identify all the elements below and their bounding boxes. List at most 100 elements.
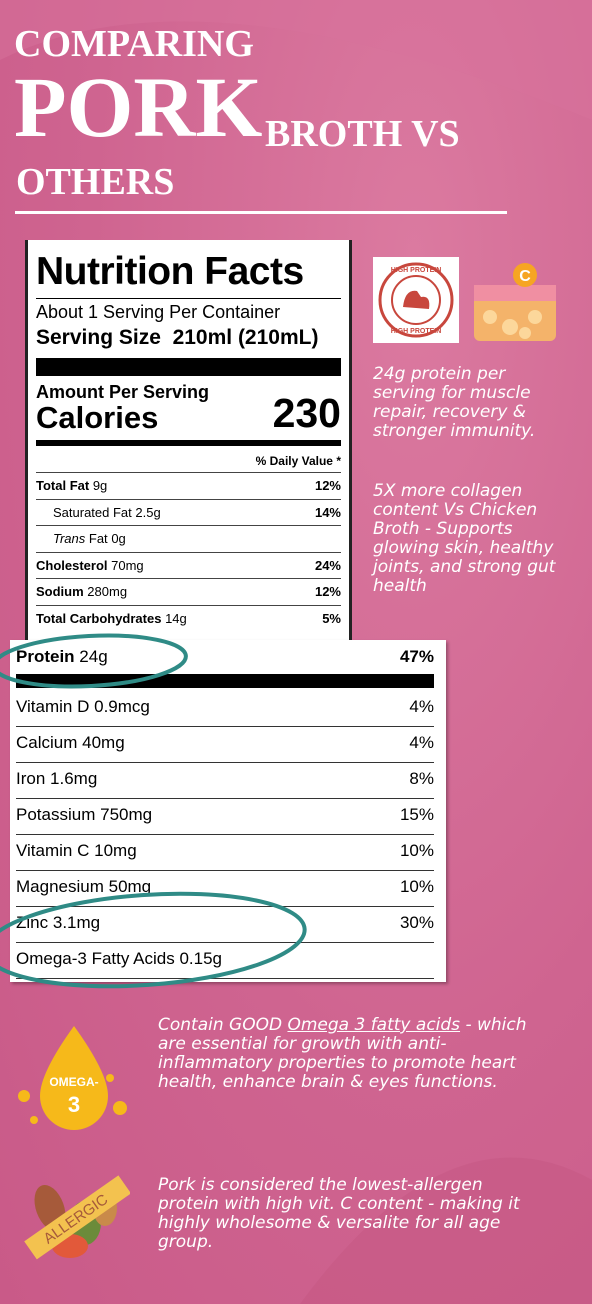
row-name: Calcium (16, 733, 78, 752)
zoom-row: Protein 24g 47% (16, 640, 434, 676)
title-line: BROTH VS (265, 113, 460, 155)
zoom-row: Potassium 750mg 15% (16, 798, 434, 835)
zoom-row: Vitamin D 0.9mcg 4% (16, 690, 434, 727)
row-name: Magnesium (16, 877, 104, 896)
row-dv: 14% (314, 504, 341, 520)
row-name: Cholesterol (36, 557, 108, 573)
nutrition-label: Nutrition Facts About 1 Serving Per Cont… (25, 240, 352, 642)
omega-icon: OMEGA- 3 (18, 1026, 127, 1130)
row-name-wrap: Total Carbohydrates 14g (36, 611, 187, 626)
row-dv: 24% (314, 557, 341, 573)
daily-value-header: % Daily Value * (255, 454, 341, 468)
row-name-italic: Trans (53, 531, 86, 546)
note-text: - which are essential for growth with an… (158, 1015, 527, 1092)
label-title: Nutrition Facts (36, 250, 304, 293)
row-dv: 8% (409, 769, 434, 788)
row-dv: 30% (399, 913, 434, 932)
row-amount: 70mg (111, 557, 144, 573)
title-line: COMPARING (14, 23, 254, 65)
omega-text: 3 (68, 1092, 80, 1117)
label-row: Total Carbohydrates 14g 5% (36, 604, 341, 632)
calories-value: 230 (272, 390, 341, 436)
zoom-row: Magnesium 50mg 10% (16, 870, 434, 907)
row-amount: 50mg (108, 877, 152, 896)
row-amount: 0.9mcg (94, 697, 150, 716)
zoom-row: Omega-3 Fatty Acids 0.15g (16, 942, 434, 979)
row-name: Iron (16, 769, 46, 788)
row-amount: 10mg (94, 841, 137, 860)
row-name: Protein (16, 647, 75, 666)
row-name: Omega-3 Fatty Acids (16, 949, 175, 968)
row-dv: 15% (399, 805, 434, 824)
serving-size-label: Serving Size (36, 326, 161, 349)
zoom-row: Zinc 3.1mg 30% (16, 906, 434, 943)
thick-rule (36, 358, 341, 376)
row-dv: 12% (314, 584, 341, 599)
omega-text: OMEGA- (49, 1075, 98, 1089)
row-amount: 280mg (87, 584, 128, 599)
row-name-wrap: Total Fat 9g (36, 478, 107, 493)
collagen-icon: C (474, 263, 556, 341)
row-amount: 14g (165, 610, 187, 626)
row-name: Potassium (16, 805, 96, 824)
serving-size: Serving Size 210ml (210mL) (36, 326, 318, 350)
title-big: PORK (14, 59, 263, 155)
row-amount: 24g (79, 647, 108, 666)
zoomed-table: Protein 24g 47% Vitamin D 0.9mcg 4% Calcium … (10, 640, 446, 982)
row-name-wrap: Sodium 280mg (36, 584, 127, 599)
note-text: Contain GOOD (158, 1015, 288, 1035)
row-name: Total Fat (36, 478, 90, 493)
servings: About 1 Serving Per Container (36, 302, 281, 322)
label-row: Trans Fat 0g (36, 525, 341, 552)
label-row: Total Fat 9g 12% (36, 472, 341, 499)
label-row: Cholesterol 70mg 24% (36, 551, 341, 579)
row-amount: 0g (111, 531, 126, 546)
zoom-row: Calcium 40mg 4% (16, 726, 434, 763)
row-amount: 3.1mg (52, 913, 101, 932)
row-dv: 10% (399, 877, 434, 896)
row-dv: 12% (314, 478, 341, 493)
row-name: Vitamin C (16, 841, 90, 860)
calories-label: Calories (36, 400, 159, 435)
note-omega: Contain GOOD Omega 3 fatty acids - which… (158, 1016, 538, 1092)
label-row: Sodium 280mg 12% (36, 578, 341, 605)
row-name: Saturated Fat (53, 504, 132, 520)
note-link: Omega 3 fatty acids (287, 1015, 461, 1035)
row-amount: 1.6mg (50, 769, 98, 788)
divider (15, 211, 507, 214)
medium-rule (36, 440, 341, 446)
row-name-wrap: Trans Fat 0g (36, 531, 126, 546)
zoom-row: Iron 1.6mg 8% (16, 762, 434, 799)
rule (36, 298, 341, 299)
title-line: OTHERS (16, 161, 175, 203)
zoom-row: Vitamin C 10mg 10% (16, 834, 434, 871)
badge-text: HIGH PROTEIN (391, 328, 442, 335)
row-amount: 9g (92, 478, 108, 493)
row-dv: 4% (409, 733, 434, 752)
row-amount: 0.15g (179, 949, 223, 968)
note-allergen: Pork is considered the lowest-allergen p… (158, 1175, 520, 1252)
row-dv: 47% (399, 647, 434, 666)
row-name: Vitamin D (16, 697, 90, 716)
row-dv: 10% (399, 841, 434, 860)
row-amount: 2.5g (135, 504, 161, 520)
badge-text: HIGH PROTEIN (391, 267, 442, 274)
row-name-wrap: Saturated Fat 2.5g (36, 505, 161, 520)
row-dv: 4% (409, 697, 434, 716)
note-collagen: 5X more collagen content Vs Chicken Brot… (373, 481, 556, 596)
row-name: Total Carbohydrates (36, 610, 162, 626)
highlight-ellipse (0, 633, 188, 689)
row-dv: 5% (322, 610, 341, 626)
amount-per-serving: Amount Per Serving (36, 382, 210, 402)
serving-size-value: 210ml (210mL) (172, 326, 319, 349)
row-name: Fat (88, 531, 108, 546)
allergic-icon: ALLERGIC (24, 1175, 130, 1260)
highlight-ellipse (0, 891, 307, 989)
note-protein: 24g protein per serving for muscle repai… (373, 364, 536, 441)
row-name: Sodium (36, 584, 84, 599)
high-protein-icon: HIGH PROTEIN HIGH PROTEIN (373, 257, 459, 343)
label-row: Saturated Fat 2.5g 14% (36, 498, 341, 526)
svg-text:C: C (519, 268, 531, 285)
